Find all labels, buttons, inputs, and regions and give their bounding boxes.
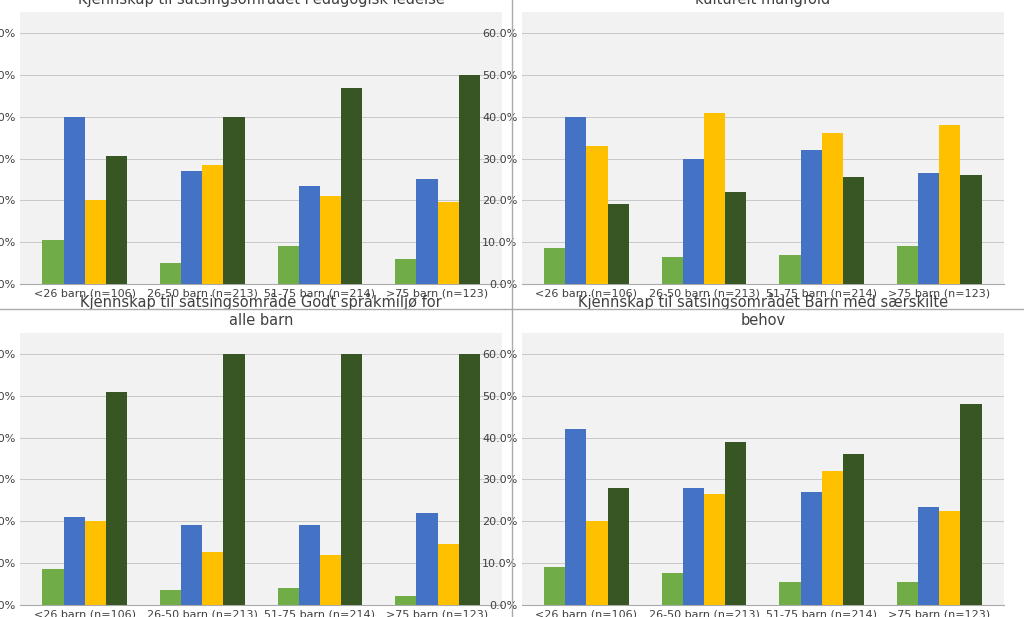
Legend: Nei, kjenner ikke til det, Ja, kjenner til det, Ja, arbeider litt med området, J: Nei, kjenner ikke til det, Ja, kjenner t… <box>26 349 370 378</box>
Bar <box>459 354 480 605</box>
Bar <box>705 494 725 605</box>
Bar <box>801 150 821 284</box>
Title: Kjennskap til satsingsområdet Barn med særskilte
behov: Kjennskap til satsingsområdet Barn med s… <box>578 294 948 328</box>
Bar <box>105 392 127 605</box>
Bar <box>821 471 843 605</box>
Bar <box>919 173 939 284</box>
Bar <box>565 429 587 605</box>
Bar <box>725 442 746 605</box>
Bar <box>565 117 587 284</box>
Bar <box>223 354 245 605</box>
Bar <box>319 555 341 605</box>
Bar <box>278 246 299 284</box>
Bar <box>843 454 864 605</box>
Bar <box>662 257 683 284</box>
Bar <box>544 567 565 605</box>
Bar <box>203 552 223 605</box>
Bar <box>181 171 203 284</box>
Bar <box>42 569 63 605</box>
Bar <box>683 159 705 284</box>
Bar <box>779 582 801 605</box>
Bar <box>223 117 245 284</box>
Bar <box>939 511 961 605</box>
Bar <box>417 513 437 605</box>
Bar <box>587 521 607 605</box>
Bar <box>705 112 725 284</box>
Bar <box>278 588 299 605</box>
Bar <box>341 354 362 605</box>
Bar <box>160 263 181 284</box>
Bar <box>544 248 565 284</box>
Bar <box>662 573 683 605</box>
Bar <box>203 165 223 284</box>
Bar <box>181 525 203 605</box>
Bar <box>843 177 864 284</box>
Title: Kjennskap til satsingsområdet Danning og
kulturelt mangfold: Kjennskap til satsingsområdet Danning og… <box>607 0 919 7</box>
Bar <box>683 487 705 605</box>
Bar <box>587 146 607 284</box>
Legend: Nei, kjenner ikke til det, Ja, kjenner til det, Ja, arbeider litt med området, J: Nei, kjenner ikke til det, Ja, kjenner t… <box>527 349 871 378</box>
Bar <box>961 404 982 605</box>
Bar <box>85 201 105 284</box>
Bar <box>801 492 821 605</box>
Bar <box>63 517 85 605</box>
Bar <box>299 186 319 284</box>
Bar <box>417 180 437 284</box>
Bar <box>395 259 417 284</box>
Bar <box>939 125 961 284</box>
Bar <box>821 133 843 284</box>
Bar <box>319 196 341 284</box>
Bar <box>897 582 919 605</box>
Bar <box>63 117 85 284</box>
Title: Kjennskap til satsingsområde Godt språkmiljø for
alle barn: Kjennskap til satsingsområde Godt språkm… <box>80 294 442 328</box>
Bar <box>607 487 629 605</box>
Bar <box>85 521 105 605</box>
Bar <box>919 507 939 605</box>
Bar <box>607 204 629 284</box>
Bar <box>725 192 746 284</box>
Bar <box>961 175 982 284</box>
Bar <box>299 525 319 605</box>
Bar <box>105 157 127 284</box>
Bar <box>437 202 459 284</box>
Title: Kjennskap til satsingsområdet Pedagogisk ledelse: Kjennskap til satsingsområdet Pedagogisk… <box>78 0 444 7</box>
Bar <box>897 246 919 284</box>
Bar <box>395 596 417 605</box>
Bar <box>459 75 480 284</box>
Bar <box>42 240 63 284</box>
Bar <box>341 88 362 284</box>
Bar <box>437 544 459 605</box>
Bar <box>160 590 181 605</box>
Bar <box>779 255 801 284</box>
